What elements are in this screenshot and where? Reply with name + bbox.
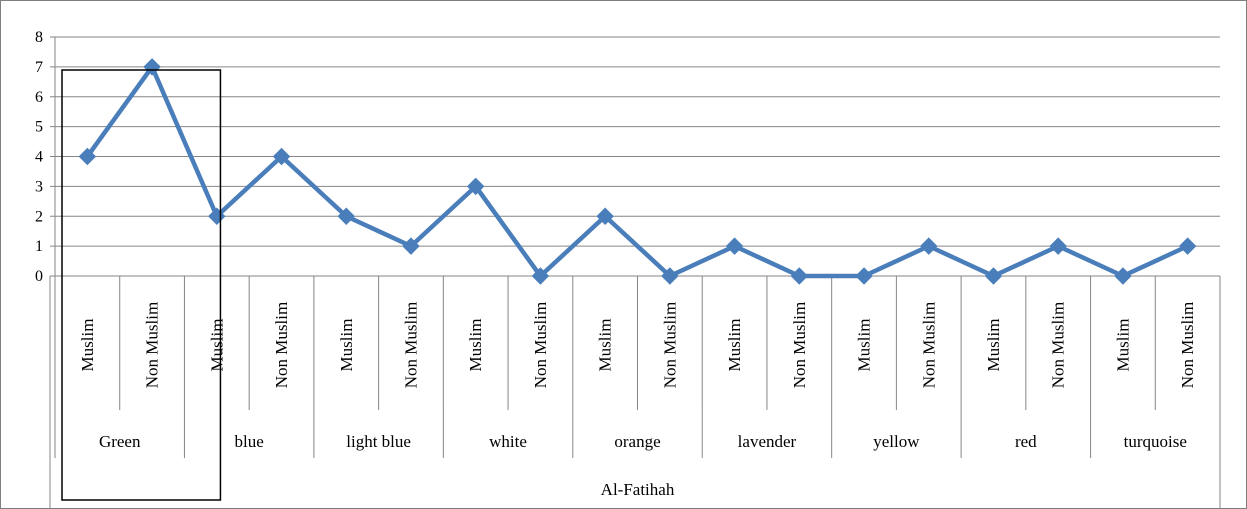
x-category-label: Muslim — [337, 319, 356, 372]
data-point — [661, 267, 679, 285]
x-category-label: Muslim — [466, 319, 485, 372]
data-point — [1178, 237, 1197, 255]
data-point — [725, 237, 744, 255]
data-point — [790, 267, 809, 285]
x-category-label: Non Muslim — [660, 302, 679, 388]
y-axis-ticks: 0 1 2 3 4 5 6 7 8 — [35, 29, 56, 285]
x-group-label: Green — [99, 432, 141, 451]
x-axis: Muslim Non Muslim Muslim Non Muslim Muslim No… — [49, 276, 1221, 508]
x-group-label: blue — [235, 432, 264, 451]
data-point — [531, 267, 550, 285]
x-category-label: Non Muslim — [531, 302, 550, 388]
series-line — [85, 64, 1189, 279]
data-point — [402, 237, 420, 255]
x-category-label: Muslim — [984, 319, 1003, 372]
x-category-label: Muslim — [725, 319, 744, 372]
data-point — [272, 147, 291, 166]
data-point — [1049, 237, 1067, 255]
data-point — [337, 207, 355, 225]
data-point — [143, 58, 161, 76]
data-point — [984, 267, 1003, 285]
x-category-label: Muslim — [855, 319, 874, 372]
data-point — [1114, 267, 1132, 285]
y-tick-label: 0 — [35, 268, 43, 285]
series-layer — [78, 58, 1197, 285]
x-category-label: Non Muslim — [1178, 302, 1197, 388]
x-group-label: yellow — [873, 432, 920, 451]
data-point — [466, 177, 485, 196]
y-tick-label: 2 — [35, 208, 43, 225]
y-tick-label: 8 — [35, 29, 43, 46]
x-category-label: Non Muslim — [143, 302, 162, 388]
x-group-label: light blue — [346, 432, 411, 451]
x-category-label: Non Muslim — [919, 302, 938, 388]
data-point — [78, 147, 97, 166]
x-group-label: orange — [614, 432, 660, 451]
y-tick-label: 3 — [35, 178, 43, 195]
x-group-label: lavender — [738, 432, 797, 451]
y-tick-label: 1 — [35, 238, 43, 255]
x-group-label: turquoise — [1124, 432, 1187, 451]
x-category-label: Muslim — [78, 319, 97, 372]
x-category-label: Muslim — [1113, 319, 1132, 372]
data-point — [920, 237, 938, 255]
x-category-label: Non Muslim — [790, 302, 809, 388]
y-tick-label: 4 — [35, 149, 43, 166]
x-group-label: white — [489, 432, 527, 451]
data-point — [596, 207, 614, 225]
data-point — [855, 267, 873, 285]
x-category-label: Non Muslim — [1049, 302, 1068, 388]
highlight-box — [61, 69, 222, 501]
x-top-label: Al-Fatihah — [601, 480, 675, 499]
x-category-label: Muslim — [596, 319, 615, 372]
y-tick-label: 7 — [35, 59, 43, 76]
x-group-label: red — [1015, 432, 1037, 451]
x-category-label: Non Muslim — [272, 302, 291, 388]
y-tick-label: 6 — [35, 89, 43, 106]
x-category-label: Muslim — [207, 319, 226, 372]
x-category-label: Non Muslim — [401, 302, 420, 388]
y-tick-label: 5 — [35, 119, 43, 136]
